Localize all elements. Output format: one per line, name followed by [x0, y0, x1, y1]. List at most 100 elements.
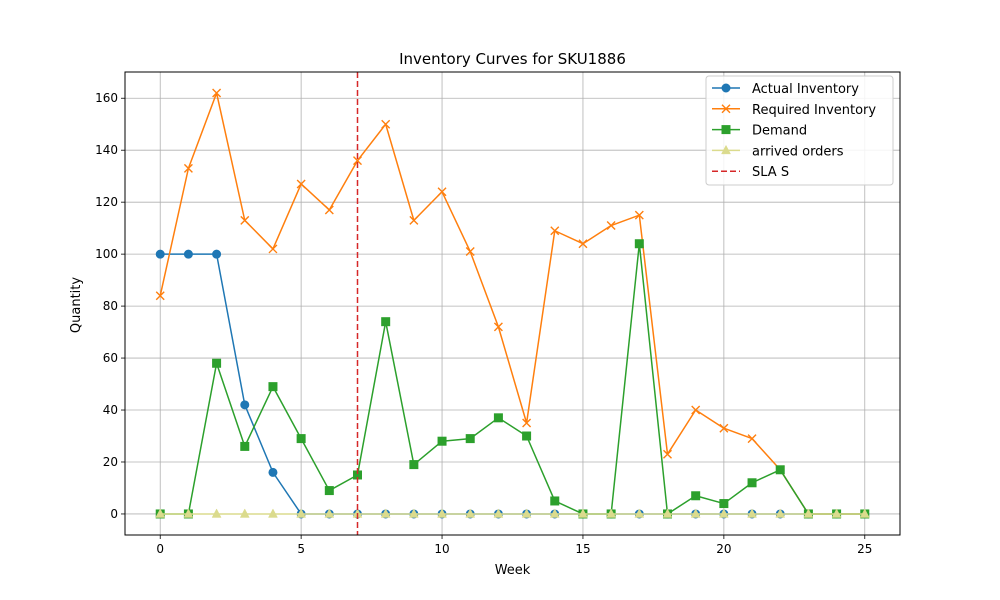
- data-point-arrived-orders: [662, 508, 673, 518]
- series-line-demand: [160, 242, 865, 515]
- axis-ticks: 0 5 10 15 20 25 0 20 40 60 80 100 120 140 160: [95, 91, 872, 556]
- data-point-demand: [324, 486, 334, 496]
- data-point-arrived-orders: [324, 508, 335, 518]
- data-point-actual-inventory: [240, 400, 250, 410]
- legend-item-actual-inventory: Actual Inventory: [712, 82, 859, 97]
- data-point-demand: [634, 239, 644, 249]
- series-layer: [155, 72, 870, 535]
- y-tick-label: 60: [103, 351, 118, 365]
- x-tick-label: 25: [857, 542, 872, 556]
- data-point-arrived-orders: [634, 508, 645, 518]
- legend-label: SLA S: [752, 165, 789, 180]
- x-axis-label: Week: [495, 563, 531, 578]
- data-point-required-inventory: [634, 210, 644, 220]
- data-point-required-inventory: [606, 221, 616, 231]
- legend-item-demand: Demand: [712, 124, 807, 139]
- legend-marker: [721, 144, 731, 155]
- data-point-required-inventory: [465, 247, 475, 257]
- data-point-arrived-orders: [803, 508, 814, 518]
- legend-marker: [721, 104, 731, 114]
- y-tick-label: 80: [103, 299, 118, 313]
- data-point-required-inventory: [353, 156, 362, 166]
- data-point-demand: [550, 496, 560, 506]
- data-point-arrived-orders: [268, 508, 278, 518]
- data-point-demand: [409, 460, 419, 470]
- data-point-arrived-orders: [183, 508, 194, 518]
- data-point-arrived-orders: [380, 508, 391, 518]
- data-point-required-inventory: [409, 215, 419, 225]
- data-point-arrived-orders: [211, 508, 222, 518]
- legend-label: Demand: [752, 124, 807, 139]
- legend: Actual Inventory Required Inventory Demand…: [705, 75, 894, 186]
- data-point-required-inventory: [437, 187, 447, 197]
- data-point-required-inventory: [691, 405, 701, 415]
- x-tick-label: 0: [156, 542, 164, 556]
- data-point-required-inventory: [296, 179, 306, 189]
- y-tick-label: 120: [95, 195, 118, 209]
- data-point-required-inventory: [240, 215, 250, 225]
- data-point-arrived-orders: [606, 508, 617, 518]
- legend-label: arrived orders: [752, 144, 844, 159]
- data-point-arrived-orders: [747, 508, 757, 518]
- data-point-arrived-orders: [521, 508, 532, 518]
- chart-title: Inventory Curves for SKU1886: [399, 50, 626, 68]
- data-point-demand: [719, 499, 729, 509]
- data-point-actual-inventory: [268, 467, 278, 477]
- data-point-demand: [775, 465, 785, 475]
- data-point-actual-inventory: [212, 249, 222, 259]
- data-point-demand: [296, 434, 306, 444]
- legend-label: Actual Inventory: [752, 82, 859, 97]
- data-point-required-inventory: [155, 291, 165, 301]
- y-tick-label: 40: [103, 403, 118, 417]
- data-point-required-inventory: [381, 119, 391, 129]
- data-point-arrived-orders: [155, 508, 166, 518]
- data-point-arrived-orders: [831, 508, 842, 518]
- x-tick-label: 10: [434, 542, 449, 556]
- grid-lines: [125, 72, 900, 535]
- data-point-arrived-orders: [493, 508, 504, 518]
- data-point-required-inventory: [578, 239, 588, 249]
- data-point-required-inventory: [550, 226, 560, 236]
- legend-item-sla-s: SLA S: [712, 165, 789, 180]
- data-point-demand: [437, 436, 447, 446]
- data-point-arrived-orders: [408, 508, 419, 518]
- data-point-demand: [268, 382, 278, 392]
- data-point-arrived-orders: [437, 508, 447, 518]
- data-point-required-inventory: [747, 434, 757, 444]
- data-point-arrived-orders: [465, 508, 476, 518]
- data-point-required-inventory: [663, 449, 672, 459]
- y-tick-label: 20: [103, 455, 118, 469]
- x-tick-label: 20: [716, 542, 731, 556]
- data-point-required-inventory: [493, 322, 503, 332]
- data-point-required-inventory: [719, 423, 729, 433]
- y-tick-label: 160: [95, 91, 118, 105]
- data-point-demand: [747, 478, 757, 488]
- data-point-arrived-orders: [690, 508, 701, 518]
- data-point-arrived-orders: [859, 508, 870, 518]
- y-tick-label: 0: [110, 507, 118, 521]
- series-line-required-inventory: [159, 92, 865, 515]
- y-tick-label: 140: [95, 143, 118, 157]
- data-point-required-inventory: [183, 163, 193, 173]
- y-tick-label: 100: [95, 247, 118, 261]
- data-point-demand: [522, 431, 532, 441]
- x-tick-label: 5: [297, 542, 305, 556]
- data-point-demand: [212, 358, 222, 368]
- data-point-demand: [493, 413, 503, 423]
- data-point-actual-inventory: [183, 249, 193, 259]
- legend-item-required-inventory: Required Inventory: [712, 103, 876, 118]
- data-point-arrived-orders: [549, 508, 560, 518]
- data-point-required-inventory: [522, 418, 532, 428]
- legend-marker: [721, 83, 731, 93]
- y-axis-label: Quantity: [69, 277, 84, 333]
- legend-box: [705, 75, 894, 186]
- x-tick-label: 15: [575, 542, 590, 556]
- data-point-arrived-orders: [239, 508, 250, 518]
- data-point-arrived-orders: [718, 508, 729, 518]
- data-point-arrived-orders: [775, 508, 786, 518]
- legend-label: Required Inventory: [752, 103, 876, 118]
- plot-frame: [124, 71, 901, 536]
- data-point-demand: [240, 441, 250, 451]
- data-point-actual-inventory: [155, 249, 165, 259]
